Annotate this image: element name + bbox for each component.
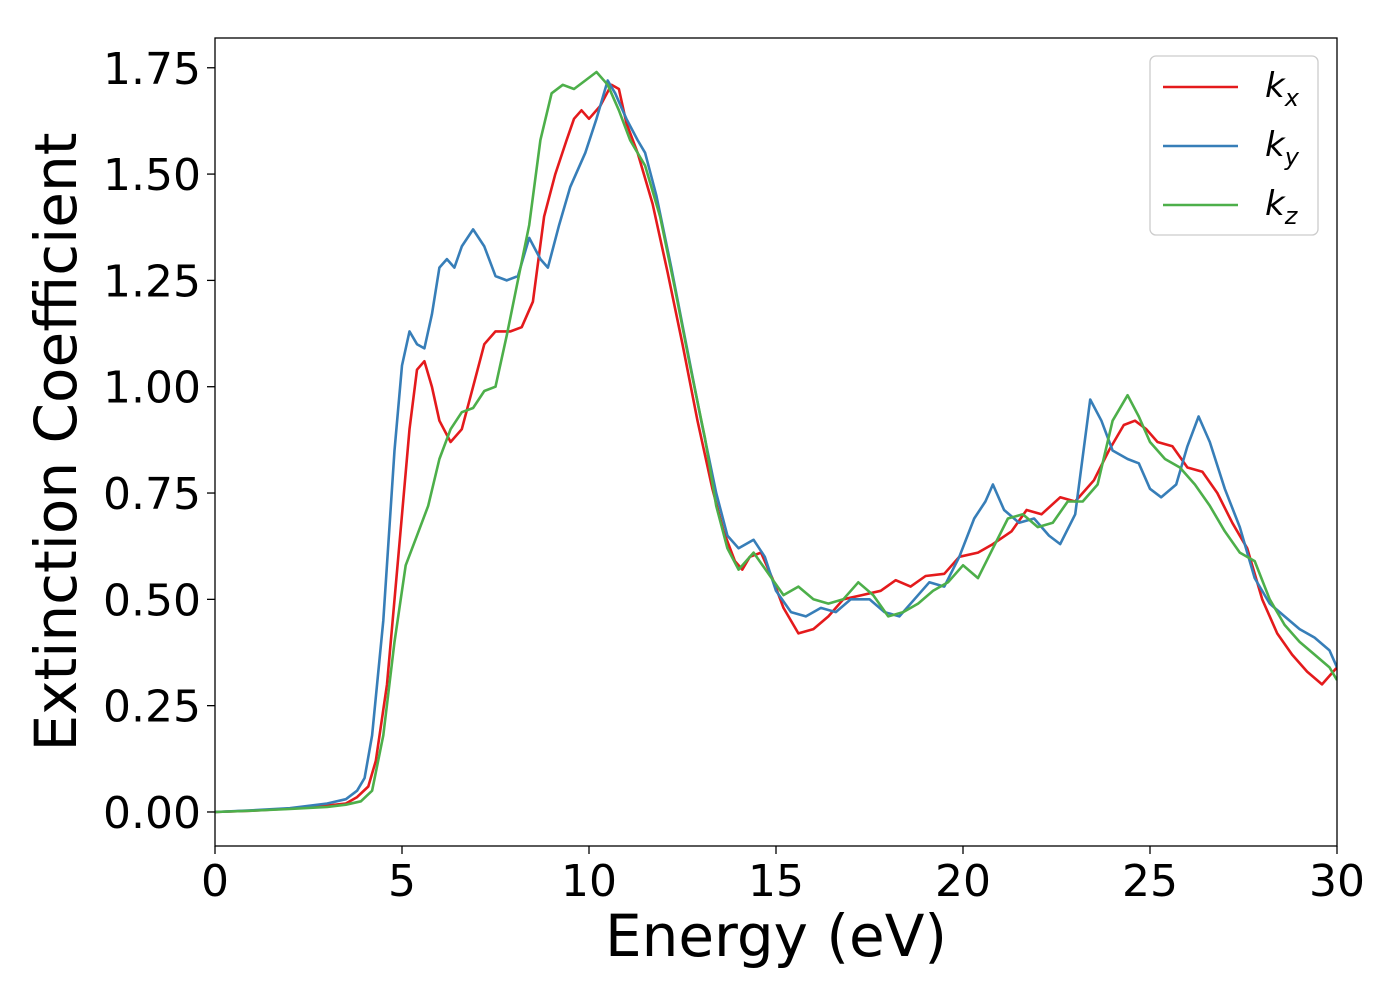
y-tick-label: 0.75 bbox=[103, 469, 201, 520]
x-tick-label: 20 bbox=[935, 856, 991, 907]
y-tick-label: 1.75 bbox=[103, 44, 201, 95]
legend-label-z: kz bbox=[1265, 184, 1299, 230]
y-tick-label: 1.25 bbox=[103, 256, 201, 307]
series-layer bbox=[215, 70, 1337, 814]
legend: kx ky kz bbox=[1149, 55, 1319, 236]
y-tick-label: 0.00 bbox=[103, 788, 201, 839]
x-tick-label: 10 bbox=[561, 856, 617, 907]
y-tick-label: 0.25 bbox=[103, 682, 201, 733]
legend-items: kx ky kz bbox=[1163, 66, 1300, 230]
x-tick-label: 25 bbox=[1122, 856, 1178, 907]
x-tick-label: 15 bbox=[748, 856, 804, 907]
series-line-z bbox=[215, 70, 1337, 814]
x-tick-label: 5 bbox=[388, 856, 416, 907]
y-axis-title: Extinction Coefficient bbox=[22, 133, 90, 752]
series-line-x bbox=[215, 83, 1337, 814]
x-tick-label: 30 bbox=[1309, 856, 1365, 907]
y-tick-label: 0.50 bbox=[103, 575, 201, 626]
legend-label-y: ky bbox=[1265, 125, 1300, 171]
y-tick-label: 1.00 bbox=[103, 363, 201, 414]
x-tick-label: 0 bbox=[201, 856, 229, 907]
legend-label-x: kx bbox=[1265, 66, 1300, 112]
x-axis-title: Energy (eV) bbox=[605, 902, 947, 970]
y-axis: 0.00 0.25 0.50 0.75 1.00 1.25 1.50 1.75 bbox=[103, 44, 215, 839]
y-tick-label: 1.50 bbox=[103, 150, 201, 201]
series-line-y bbox=[215, 79, 1337, 814]
x-axis: 0 5 10 15 20 25 30 bbox=[201, 846, 1365, 907]
